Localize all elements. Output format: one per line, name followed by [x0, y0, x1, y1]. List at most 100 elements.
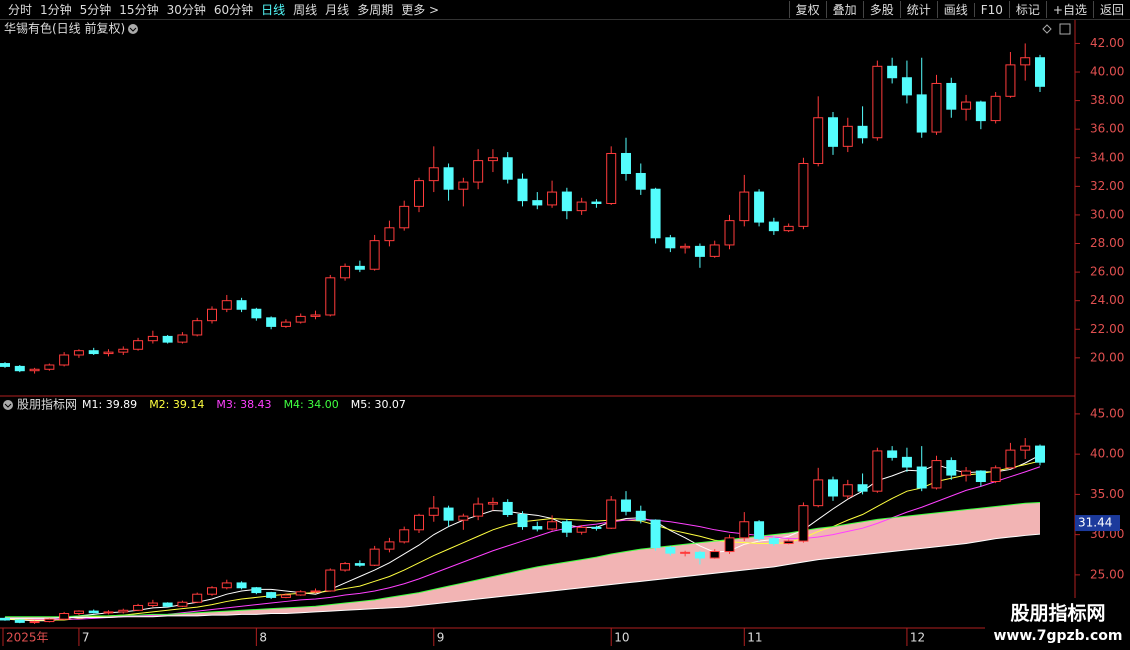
candle-body [88, 350, 99, 355]
candle-body [369, 548, 380, 566]
y-tick-label: 42.00 [1090, 36, 1124, 50]
toolbar-item[interactable]: 月线 [325, 3, 350, 17]
candle-body [857, 125, 868, 139]
candle-body [783, 540, 794, 544]
toolbar-item[interactable]: 复权 [788, 1, 826, 18]
toolbar-item[interactable]: 60分钟 [213, 3, 254, 17]
candle-body [680, 551, 691, 554]
candle-body [650, 519, 661, 549]
y-tick-label: 40.00 [1090, 447, 1124, 461]
toolbar-item[interactable]: 画线 [936, 1, 974, 18]
candle-body [473, 503, 484, 517]
candle-body [251, 587, 262, 594]
candle-body [207, 308, 217, 322]
toolbar-item[interactable]: F10 [973, 2, 1009, 17]
value-tag [1075, 515, 1120, 532]
toolbar-item[interactable]: 更多 > [401, 3, 440, 17]
band-area [5, 502, 1040, 619]
window-icon[interactable] [1059, 23, 1071, 35]
candle-body [0, 617, 10, 621]
candle-body [532, 526, 543, 530]
candle-body [103, 351, 114, 355]
candle-body [591, 526, 602, 529]
candle-body [325, 569, 336, 592]
x-tick-label: 9 [437, 631, 445, 645]
dropdown-icon[interactable] [3, 400, 13, 410]
candle-body [266, 592, 277, 598]
toolbar-item[interactable]: 统计 [899, 1, 937, 18]
candle-body [487, 501, 498, 505]
candle-body [842, 484, 853, 497]
candle-body [887, 450, 898, 458]
candle-body [73, 350, 84, 356]
toolbar-item[interactable]: 30分钟 [166, 3, 206, 17]
candle-body [975, 101, 986, 122]
toolbar-item[interactable]: 15分钟 [119, 3, 159, 17]
candle-body [561, 521, 572, 533]
chart-title: 华锡有色(日线 前复权) [4, 21, 125, 36]
dropdown-icon[interactable] [128, 24, 138, 34]
y-tick-label: 25.00 [1090, 567, 1124, 581]
candle-body [88, 610, 99, 614]
toolbar-item[interactable]: 叠加 [825, 1, 863, 18]
candle-body [635, 510, 646, 521]
candle-body [103, 611, 114, 614]
candle-body [754, 191, 765, 223]
candle-body [931, 460, 942, 489]
candle-body [295, 315, 306, 323]
candle-body [310, 314, 321, 317]
toolbar-item[interactable]: 周线 [293, 3, 318, 17]
toolbar-item[interactable]: 分时 [8, 3, 33, 17]
toolbar-item[interactable]: 返回 [1092, 1, 1130, 18]
toolbar-item[interactable]: 日线 [261, 3, 286, 17]
candle-body [754, 521, 765, 540]
toolbar-item[interactable]: +自选 [1045, 1, 1093, 18]
diamond-icon[interactable] [1042, 24, 1052, 34]
candle-body [354, 265, 365, 270]
candle-body [384, 541, 395, 550]
candle-body [133, 340, 144, 350]
candle-body [606, 499, 617, 529]
toolbar-item[interactable]: 标记 [1008, 1, 1046, 18]
candle-body [606, 152, 617, 204]
candle-body [192, 320, 203, 336]
candle-body [857, 484, 868, 492]
indicator-title: 股朋指标网 [17, 397, 77, 412]
candle-body [694, 551, 705, 559]
candle-body [828, 117, 838, 147]
candle-body [414, 180, 424, 207]
x-tick-label: 12 [910, 631, 925, 645]
toolbar-item[interactable]: 5分钟 [79, 3, 112, 17]
toolbar-item[interactable]: 1分钟 [40, 3, 72, 17]
candle-body [236, 300, 247, 310]
legend-entry: M5: 30.07 [351, 398, 406, 411]
toolbar-item[interactable]: 多股 [862, 1, 900, 18]
legend-entry: M3: 38.43 [216, 398, 271, 411]
y-tick-label: 30.00 [1090, 207, 1124, 221]
candle-body [1035, 57, 1045, 87]
candle-body [680, 245, 691, 249]
candle-body [621, 152, 631, 174]
candle-body [665, 547, 676, 554]
candle-body [709, 244, 720, 257]
candle-body [73, 610, 84, 615]
candle-body [44, 618, 55, 623]
candle-body [443, 507, 454, 521]
y-tick-label: 45.00 [1090, 406, 1124, 420]
candle-body [1020, 445, 1031, 451]
x-tick-label: 8 [259, 631, 267, 645]
candle-body [236, 582, 247, 589]
candle-body [813, 479, 824, 507]
candle-body [665, 237, 676, 249]
candle-body [487, 157, 498, 162]
toolbar-item[interactable]: 多周期 [357, 3, 394, 17]
candle-body [29, 368, 40, 372]
candle-body [916, 94, 927, 133]
candle-body [14, 619, 25, 623]
candle-body [369, 240, 380, 270]
watermark-bg [985, 598, 1130, 650]
candle-body [946, 460, 957, 476]
y-tick-label: 22.00 [1090, 322, 1124, 336]
candle-body [133, 604, 144, 611]
